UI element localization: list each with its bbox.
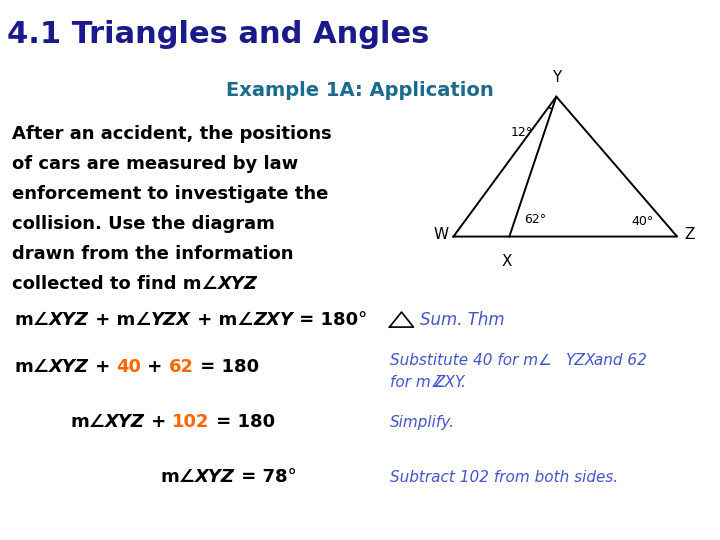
Text: drawn from the information: drawn from the information [12, 245, 294, 263]
Text: XYZ: XYZ [195, 468, 235, 486]
Text: = 180: = 180 [210, 413, 275, 431]
Text: + m∠: + m∠ [191, 311, 253, 329]
Text: YZX: YZX [151, 311, 191, 329]
Text: Substitute 40 for m∠: Substitute 40 for m∠ [390, 353, 552, 368]
Text: .: . [248, 275, 255, 293]
Text: YZX: YZX [565, 353, 595, 368]
Text: Simplify.: Simplify. [390, 415, 455, 430]
Text: Subtract 102 from both sides.: Subtract 102 from both sides. [390, 470, 618, 484]
Text: m∠: m∠ [70, 413, 105, 431]
Text: + m∠: + m∠ [89, 311, 151, 329]
Text: XYZ: XYZ [49, 358, 89, 376]
Text: 62°: 62° [524, 213, 546, 226]
Text: X: X [502, 254, 513, 269]
Text: After an accident, the positions: After an accident, the positions [12, 125, 332, 143]
Text: = 180: = 180 [194, 358, 259, 376]
Text: Sum. Thm: Sum. Thm [420, 311, 504, 329]
Text: +: + [145, 413, 172, 431]
Text: collision. Use the diagram: collision. Use the diagram [12, 215, 275, 233]
Text: = 180°: = 180° [293, 311, 367, 329]
Text: Example 1A: Application: Example 1A: Application [226, 80, 494, 99]
Text: XYZ: XYZ [49, 311, 89, 329]
Text: 40: 40 [116, 358, 141, 376]
Text: +: + [141, 358, 168, 376]
Text: m∠: m∠ [14, 358, 49, 376]
Text: +: + [89, 358, 116, 376]
Text: ZXY: ZXY [253, 311, 293, 329]
Text: W: W [433, 227, 449, 242]
Text: collected to find m∠: collected to find m∠ [12, 275, 217, 293]
Text: XYZ: XYZ [218, 275, 258, 293]
Text: enforcement to investigate the: enforcement to investigate the [12, 185, 328, 203]
Text: of cars are measured by law: of cars are measured by law [12, 155, 298, 173]
Text: and 62: and 62 [589, 353, 647, 368]
Text: 102: 102 [172, 413, 210, 431]
Text: Z: Z [684, 227, 695, 242]
Text: 40°: 40° [631, 215, 654, 228]
Text: .: . [460, 375, 465, 389]
Text: XYZ: XYZ [105, 413, 145, 431]
Text: m∠: m∠ [160, 468, 195, 486]
Text: 62: 62 [168, 358, 194, 376]
Text: 4.1 Triangles and Angles: 4.1 Triangles and Angles [7, 19, 430, 49]
Text: = 78°: = 78° [235, 468, 297, 486]
Text: Y: Y [552, 70, 561, 85]
Text: 12°: 12° [510, 126, 533, 139]
Text: m∠: m∠ [14, 311, 49, 329]
Text: ZXY: ZXY [434, 375, 464, 389]
Text: for m∠: for m∠ [390, 375, 444, 389]
